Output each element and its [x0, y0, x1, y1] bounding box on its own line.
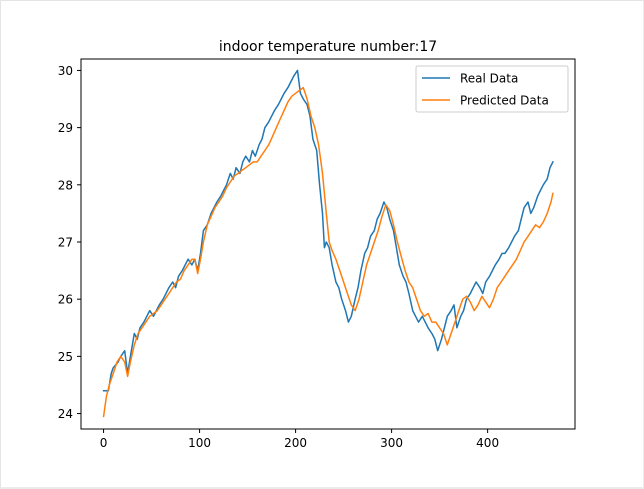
- y-tick-label: 30: [58, 64, 73, 78]
- x-tick-label: 0: [100, 436, 108, 450]
- x-tick-label: 300: [380, 436, 403, 450]
- legend-box: [415, 65, 569, 113]
- legend-label-real-data: Real Data: [460, 72, 518, 86]
- y-tick-label: 29: [58, 121, 73, 135]
- legend-label-predicted-data: Predicted Data: [460, 94, 549, 108]
- y-tick-label: 24: [58, 407, 73, 421]
- series-line-real-data: [102, 69, 554, 392]
- y-tick-label: 25: [58, 350, 73, 364]
- series-line-predicted-data: [102, 86, 554, 418]
- chart-title: indoor temperature number:17: [219, 39, 437, 55]
- x-tick-label: 400: [476, 436, 499, 450]
- x-tick-label: 200: [284, 436, 307, 450]
- y-axis: 24 25 26 27 28 29 30: [58, 64, 81, 421]
- x-tick-label: 100: [188, 436, 211, 450]
- y-tick-label: 28: [58, 178, 73, 192]
- series-layer: [102, 69, 554, 418]
- legend: Real Data Predicted Data: [415, 65, 569, 113]
- axes-frame: [80, 58, 576, 430]
- y-tick-label: 27: [58, 235, 73, 249]
- y-tick-label: 26: [58, 293, 73, 307]
- x-axis: 0 100 200 300 400: [100, 429, 499, 450]
